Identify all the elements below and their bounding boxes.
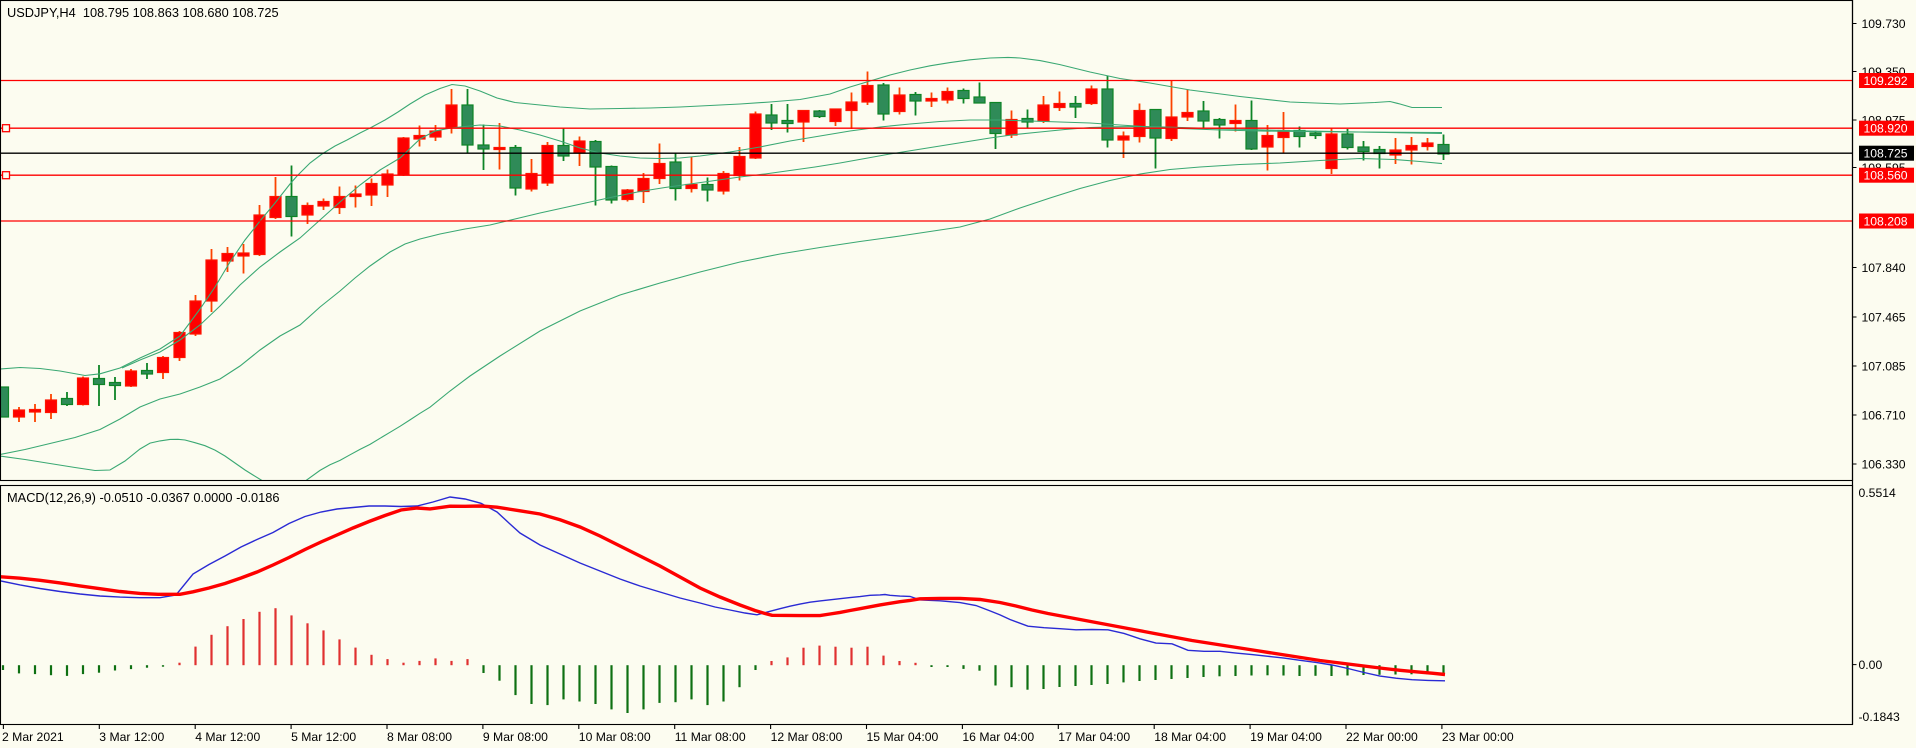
svg-text:108.208: 108.208 [1864,215,1908,229]
svg-text:15 Mar 04:00: 15 Mar 04:00 [867,730,939,744]
svg-text:107.465: 107.465 [1862,311,1906,325]
svg-text:109.730: 109.730 [1862,17,1906,31]
svg-text:10 Mar 08:00: 10 Mar 08:00 [579,730,651,744]
svg-text:8 Mar 08:00: 8 Mar 08:00 [387,730,452,744]
svg-text:17 Mar 04:00: 17 Mar 04:00 [1058,730,1130,744]
svg-text:16 Mar 04:00: 16 Mar 04:00 [962,730,1034,744]
svg-text:MACD(12,26,9) -0.0510 -0.0367: MACD(12,26,9) -0.0510 -0.0367 0.0000 -0.… [7,490,279,505]
svg-text:0.00: 0.00 [1859,658,1883,672]
svg-text:11 Mar 08:00: 11 Mar 08:00 [675,730,746,744]
svg-text:106.710: 106.710 [1862,409,1906,423]
svg-text:0.5514: 0.5514 [1859,486,1896,500]
svg-text:108.725: 108.725 [1864,147,1908,161]
svg-text:109.292: 109.292 [1864,74,1908,88]
svg-text:12 Mar 08:00: 12 Mar 08:00 [771,730,843,744]
svg-text:108.560: 108.560 [1864,169,1908,183]
svg-text:22 Mar 00:00: 22 Mar 00:00 [1346,730,1418,744]
svg-text:108.920: 108.920 [1864,122,1908,136]
svg-text:19 Mar 04:00: 19 Mar 04:00 [1250,730,1322,744]
svg-text:5 Mar 12:00: 5 Mar 12:00 [291,730,356,744]
svg-text:3 Mar 12:00: 3 Mar 12:00 [99,730,164,744]
svg-text:-0.1843: -0.1843 [1859,710,1901,724]
svg-text:9 Mar 08:00: 9 Mar 08:00 [483,730,548,744]
svg-text:23 Mar 00:00: 23 Mar 00:00 [1442,730,1514,744]
svg-text:2 Mar 2021: 2 Mar 2021 [2,730,64,744]
svg-text:107.085: 107.085 [1862,360,1906,374]
svg-text:107.840: 107.840 [1862,261,1906,275]
svg-text:4 Mar 12:00: 4 Mar 12:00 [195,730,260,744]
svg-text:106.330: 106.330 [1862,458,1906,472]
svg-text:USDJPY,H4 108.795 108.863 108: USDJPY,H4 108.795 108.863 108.680 108.72… [7,5,279,20]
svg-text:18 Mar 04:00: 18 Mar 04:00 [1154,730,1226,744]
